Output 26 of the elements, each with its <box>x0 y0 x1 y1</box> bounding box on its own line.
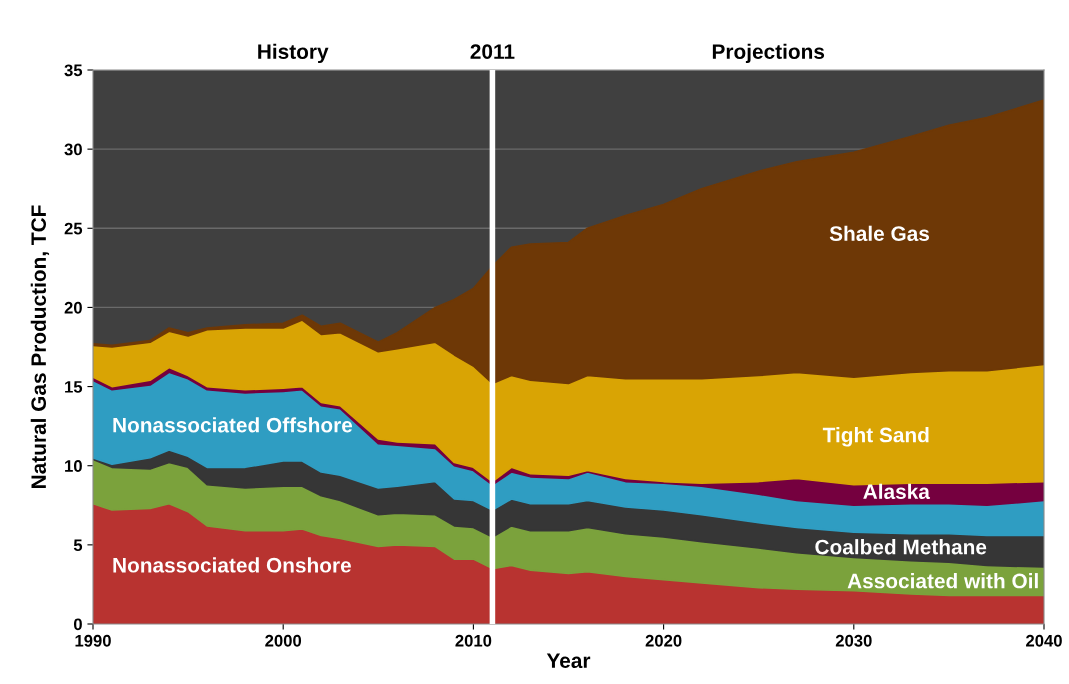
ref-line-label: 2011 <box>470 44 515 59</box>
x-tick-label: 2020 <box>645 634 682 647</box>
y-axis-title: Natural Gas Production, TCF <box>30 205 50 488</box>
y-tick-label: 30 <box>64 143 82 156</box>
x-tick-label: 2040 <box>1026 634 1062 647</box>
text: History <box>258 43 329 64</box>
x-tick-label: 2010 <box>455 634 492 647</box>
y-tick-label: 5 <box>73 539 83 552</box>
text: Projections <box>712 43 825 64</box>
series-label: Coalbed Methane <box>815 539 987 555</box>
x-axis-title: Year <box>546 653 591 669</box>
series-label: Associated with Oil <box>847 573 1038 589</box>
series-label: Shale Gas <box>829 225 930 241</box>
series-label: Tight Sand <box>822 427 929 447</box>
y-tick-label: 15 <box>65 381 83 393</box>
x-tick-label: 2030 <box>835 634 872 647</box>
series-label: Nonassociated Offshore <box>113 417 353 433</box>
x-tick-label: 2000 <box>265 634 302 647</box>
y-tick-label: 20 <box>64 301 82 314</box>
series-label: Alaska <box>863 483 931 500</box>
series-label: Nonassociated Onshore <box>113 557 351 573</box>
y-tick-label: 0 <box>73 618 82 631</box>
y-tick-label: 10 <box>65 460 82 472</box>
x-tick-label: 1990 <box>75 634 111 647</box>
y-tick-label: 25 <box>64 222 83 235</box>
y-tick-label: 35 <box>64 64 83 77</box>
